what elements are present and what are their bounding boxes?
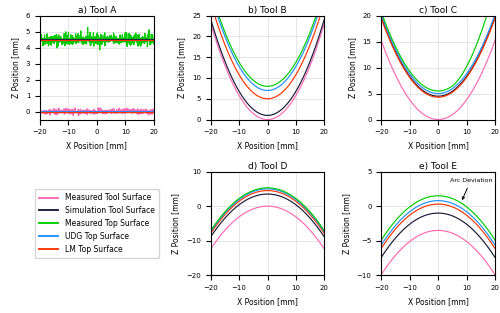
Title: b) Tool B: b) Tool B [248, 6, 287, 15]
Y-axis label: Z Position [mm]: Z Position [mm] [178, 37, 186, 98]
Text: Arc Deviation: Arc Deviation [450, 178, 492, 199]
Y-axis label: Z Position [mm]: Z Position [mm] [348, 37, 357, 98]
Title: c) Tool C: c) Tool C [419, 6, 457, 15]
X-axis label: X Position [mm]: X Position [mm] [237, 297, 298, 306]
Legend: Measured Tool Surface, Simulation Tool Surface, Measured Top Surface, UDG Top Su: Measured Tool Surface, Simulation Tool S… [34, 189, 159, 258]
Title: d) Tool D: d) Tool D [248, 162, 287, 171]
X-axis label: X Position [mm]: X Position [mm] [408, 297, 469, 306]
Y-axis label: Z Position [mm]: Z Position [mm] [342, 193, 351, 254]
Title: e) Tool E: e) Tool E [419, 162, 457, 171]
Y-axis label: Z Position [mm]: Z Position [mm] [11, 37, 20, 98]
X-axis label: X Position [mm]: X Position [mm] [66, 141, 128, 150]
X-axis label: X Position [mm]: X Position [mm] [408, 141, 469, 150]
Y-axis label: Z Position [mm]: Z Position [mm] [172, 193, 180, 254]
Title: a) Tool A: a) Tool A [78, 6, 116, 15]
X-axis label: X Position [mm]: X Position [mm] [237, 141, 298, 150]
